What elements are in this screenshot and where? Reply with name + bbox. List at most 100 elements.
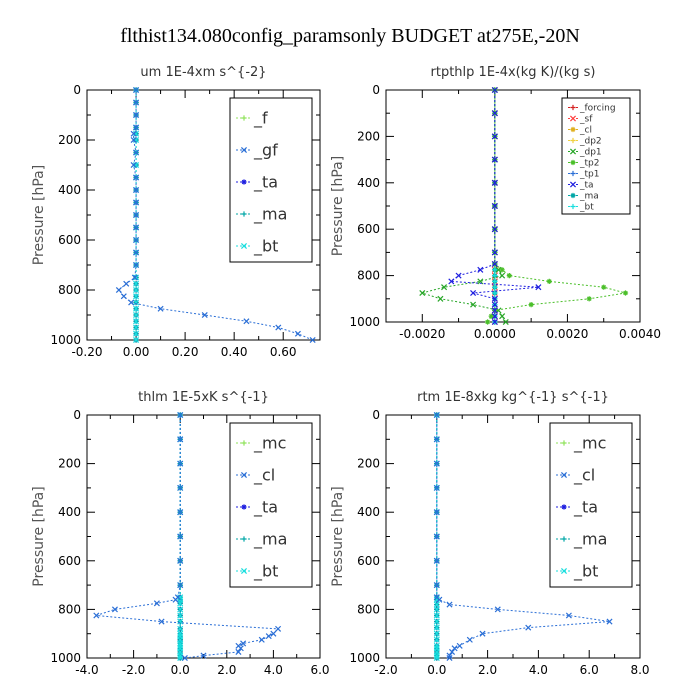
- legend-marker: [569, 148, 577, 155]
- data-point: [240, 640, 247, 647]
- data-point: [133, 174, 140, 181]
- data-point: [455, 272, 462, 279]
- legend-label: _f: [253, 109, 268, 129]
- data-point: [133, 236, 140, 244]
- data-point: [235, 642, 242, 649]
- data-point: [491, 156, 498, 163]
- data-point: [177, 612, 184, 619]
- data-point: [470, 301, 477, 308]
- legend-marker: [561, 440, 567, 446]
- legend-label: _forcing: [579, 104, 616, 114]
- y-tick-label: 600: [357, 222, 380, 236]
- data-point: [565, 612, 572, 619]
- data-point: [433, 630, 440, 637]
- y-tick-label: 0: [73, 408, 81, 422]
- data-point: [133, 161, 140, 169]
- x-tick-label: 0.0: [427, 663, 446, 677]
- data-point: [433, 606, 440, 613]
- legend-label: _cl: [573, 466, 595, 486]
- data-point: [433, 460, 440, 467]
- data-point: [133, 330, 140, 337]
- data-point: [181, 654, 188, 662]
- data-point: [120, 293, 127, 300]
- legend-label: _ta: [253, 173, 278, 193]
- legend-label: _ta: [573, 498, 598, 518]
- data-point: [448, 278, 455, 285]
- legend-marker: [560, 471, 568, 479]
- data-point: [437, 295, 444, 302]
- data-point: [433, 612, 440, 619]
- data-point: [200, 652, 207, 659]
- data-point: [433, 484, 440, 491]
- series-cl: [93, 411, 282, 662]
- data-point: [158, 618, 165, 625]
- data-point: [265, 633, 272, 640]
- data-point: [177, 630, 184, 637]
- data-point: [433, 596, 440, 603]
- data-point: [133, 199, 140, 206]
- data-point: [433, 636, 440, 643]
- y-tick-label: 1000: [349, 651, 380, 665]
- data-point: [133, 293, 140, 300]
- y-tick-label: 800: [58, 283, 81, 297]
- data-point: [123, 280, 130, 287]
- data-point: [491, 202, 498, 210]
- data-point: [433, 582, 440, 589]
- data-point: [441, 284, 448, 291]
- data-point: [479, 630, 486, 637]
- legend-marker: [570, 126, 576, 133]
- data-point: [177, 606, 184, 613]
- y-tick-label: 200: [357, 129, 380, 143]
- legend-label: _bt: [253, 562, 278, 582]
- data-point: [456, 642, 463, 649]
- data-point: [177, 633, 184, 640]
- data-point: [433, 645, 440, 652]
- y-axis-label: Pressure [hPa]: [330, 486, 346, 586]
- data-point: [133, 111, 140, 119]
- legend-marker: [569, 181, 577, 188]
- data-point: [433, 594, 440, 601]
- data-point: [492, 290, 498, 296]
- data-point: [133, 86, 140, 94]
- y-tick-label: 800: [58, 602, 81, 616]
- data-point: [258, 636, 265, 643]
- legend-marker: [570, 170, 576, 177]
- data-point: [153, 600, 160, 607]
- data-point: [177, 582, 184, 589]
- legend-label: _bt: [253, 237, 278, 257]
- panel-3: thlm 1E-5xK s^{-1} Pressure [hPa] 0 200 400 6…: [31, 390, 330, 677]
- y-tick-label: 0: [372, 83, 380, 97]
- data-point: [546, 278, 552, 284]
- data-point: [157, 305, 164, 312]
- data-point: [606, 618, 613, 625]
- figure-title: flthist134.080config_paramsonly BUDGET a…: [120, 25, 580, 47]
- legend: _mc _cl _ta _ma _bt: [229, 422, 313, 588]
- x-tick-label: 0.00: [123, 345, 150, 359]
- panel-title: rtpthlp 1E-4x(kg K)/(kg s): [431, 65, 596, 80]
- legend-marker: [241, 536, 247, 542]
- legend-marker: [241, 440, 247, 446]
- legend-label: _cl: [253, 466, 275, 486]
- data-point: [133, 261, 140, 269]
- legend-label: _bt: [573, 562, 598, 582]
- data-point: [446, 654, 453, 662]
- legend-label: _ta: [253, 498, 278, 518]
- legend-marker: [570, 192, 576, 199]
- y-tick-label: 1000: [50, 651, 81, 665]
- legend-label: _cl: [579, 126, 592, 136]
- legend-marker: [241, 504, 247, 510]
- data-point: [491, 110, 498, 117]
- y-axis-label: Pressure [hPa]: [31, 165, 47, 265]
- data-point: [133, 311, 140, 319]
- data-point: [177, 533, 184, 540]
- legend-label: _tp2: [579, 159, 599, 169]
- data-point: [506, 273, 512, 279]
- data-point: [492, 284, 498, 290]
- data-point: [528, 302, 534, 308]
- x-tick-label: 8.0: [630, 663, 649, 677]
- y-tick-label: 600: [357, 554, 380, 568]
- data-point: [133, 130, 140, 137]
- panel-4: rtm 1E-8xkg kg^{-1} s^{-1} Pressure [hPa]…: [330, 390, 650, 677]
- data-point: [494, 606, 501, 613]
- legend: _f _gf _ta _ma _bt: [229, 97, 313, 263]
